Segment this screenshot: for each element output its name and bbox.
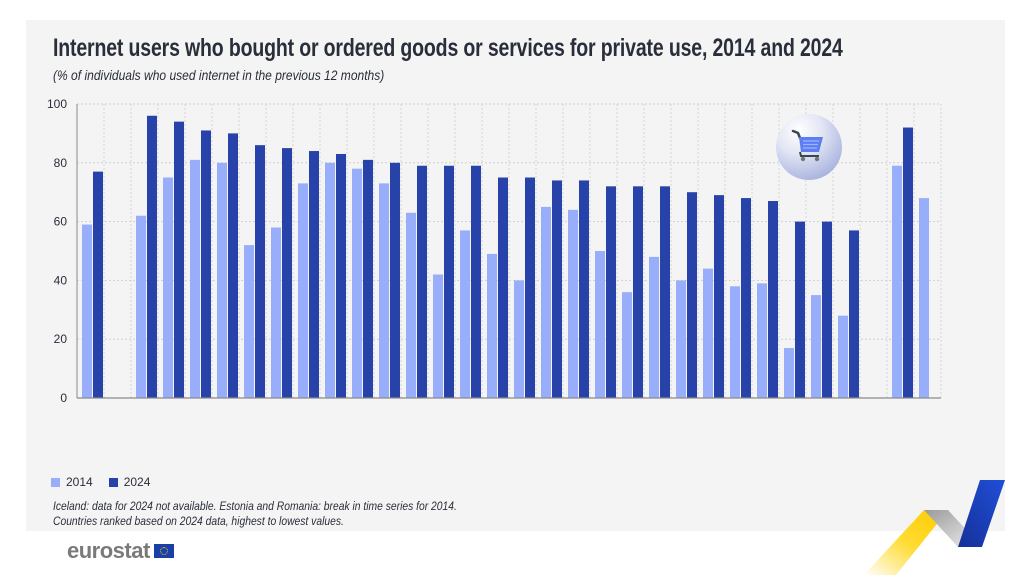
bar-2014 (541, 206, 551, 398)
bar-2014 (298, 183, 308, 398)
footnote-availability: Iceland: data for 2024 not available. Es… (53, 499, 457, 513)
bar-2014 (244, 245, 254, 398)
bar-2024 (633, 186, 643, 398)
bar-2024 (687, 192, 697, 398)
bar-2014 (757, 283, 767, 398)
bar-2024 (903, 127, 913, 399)
chart-subtitle: (% of individuals who used internet in t… (53, 67, 385, 83)
bar-2014 (379, 183, 389, 398)
bar-2014 (433, 274, 443, 398)
legend-item-2024: 2024 (108, 475, 151, 489)
bar-2014 (676, 280, 686, 398)
y-tick-label: 20 (54, 332, 68, 346)
y-tick-label: 80 (54, 156, 68, 170)
y-tick-label: 0 (60, 391, 67, 405)
bar-2014 (406, 212, 416, 398)
bar-2024 (795, 221, 805, 398)
bar-2014 (217, 162, 227, 398)
bar-2014 (460, 230, 470, 398)
bar-2024 (498, 177, 508, 398)
bar-2024 (174, 121, 184, 398)
bar-2024 (579, 180, 589, 398)
chart-legend: 2014 2024 (51, 475, 150, 489)
bar-2024 (471, 165, 481, 398)
shopping-cart-badge (776, 114, 842, 180)
bar-2014 (703, 268, 713, 398)
y-tick-label: 40 (54, 273, 68, 287)
bar-2014 (730, 286, 740, 398)
bar-2014 (163, 177, 173, 398)
bar-2014 (892, 165, 902, 398)
bar-2014 (82, 224, 92, 398)
bar-2014 (838, 315, 848, 398)
bar-2024 (93, 171, 103, 398)
bar-2024 (444, 165, 454, 398)
bar-2024 (552, 180, 562, 398)
bar-2014 (595, 251, 605, 398)
bar-2024 (336, 153, 346, 398)
bar-2014 (919, 198, 929, 398)
bar-2024 (768, 201, 778, 398)
bar-2014 (271, 227, 281, 398)
decorative-ribbon-icon (864, 480, 1005, 575)
bar-2014 (568, 209, 578, 398)
bar-2024 (363, 159, 373, 398)
bar-2014 (190, 159, 200, 398)
footnote-ranking: Countries ranked based on 2024 data, hig… (53, 514, 344, 528)
bar-2014 (649, 256, 659, 398)
chart-title: Internet users who bought or ordered goo… (53, 34, 843, 62)
y-tick-label: 60 (54, 215, 68, 229)
legend-label-2014: 2014 (66, 475, 93, 489)
legend-item-2014: 2014 (51, 475, 93, 489)
bar-2014 (352, 168, 362, 398)
bar-2014 (487, 253, 497, 398)
legend-swatch-2014 (51, 477, 60, 487)
legend-swatch-2024 (108, 477, 118, 487)
bar-2024 (714, 195, 724, 398)
bar-2024 (741, 198, 751, 398)
bar-2024 (201, 130, 211, 398)
y-tick-label: 100 (47, 97, 67, 111)
bar-2014 (514, 280, 524, 398)
bar-2024 (417, 165, 427, 398)
bar-2024 (849, 230, 859, 398)
bar-2024 (606, 186, 616, 398)
eurostat-logo[interactable]: eurostat (67, 538, 174, 564)
bar-2014 (811, 295, 821, 398)
bar-2024 (255, 145, 265, 398)
eu-flag-icon (153, 544, 174, 558)
shopping-cart-icon (791, 129, 823, 162)
logo-text: eurostat (67, 538, 150, 563)
bar-2024 (660, 186, 670, 398)
bar-2024 (147, 115, 157, 398)
bar-2014 (136, 215, 146, 398)
legend-label-2024: 2024 (123, 475, 151, 489)
bar-2024 (822, 221, 832, 398)
bar-2014 (325, 162, 335, 398)
bar-2024 (390, 162, 400, 398)
bar-2024 (525, 177, 535, 398)
chart-panel (26, 20, 1005, 531)
bar-2014 (622, 292, 632, 398)
bar-2024 (282, 148, 292, 398)
bar-2024 (309, 151, 319, 398)
bar-2014 (784, 348, 794, 398)
bar-2024 (228, 133, 238, 398)
